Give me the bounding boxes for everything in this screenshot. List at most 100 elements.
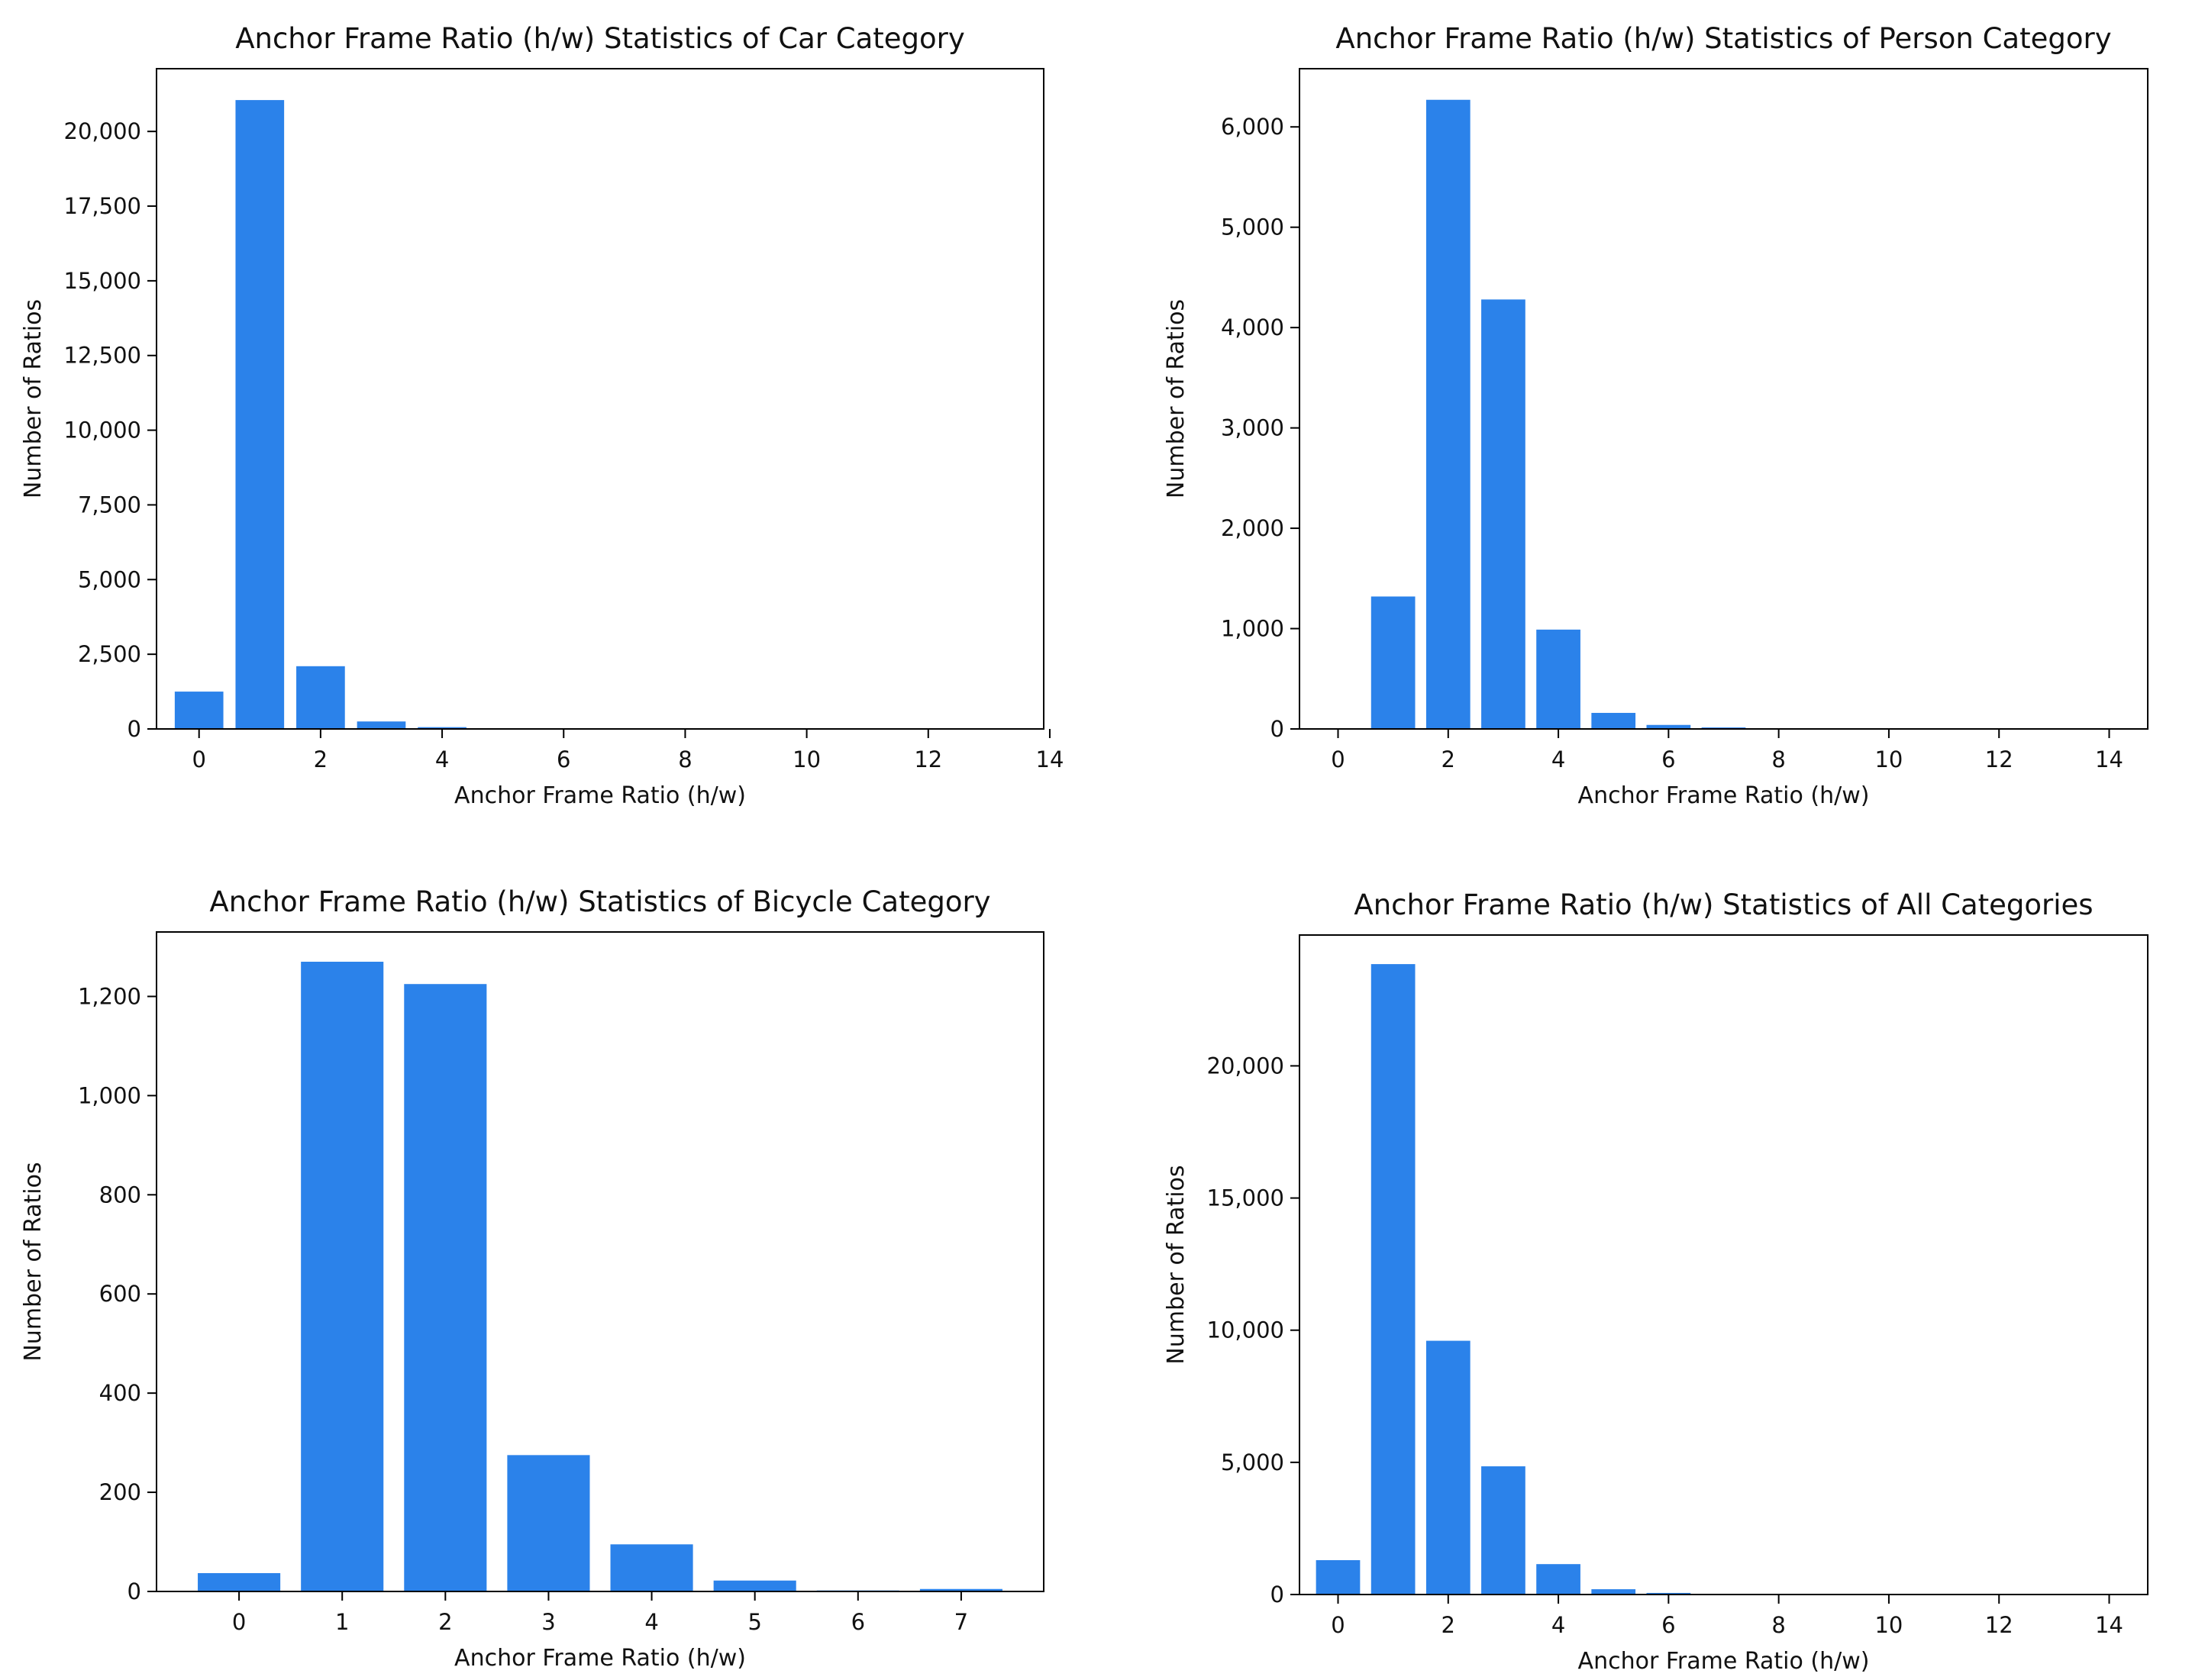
person-x-tick-label: 8: [1771, 746, 1785, 772]
bicycle-bar: [919, 1588, 1002, 1591]
all-x-tick-label: 0: [1331, 1612, 1345, 1638]
bicycle-x-tick-label: 3: [541, 1609, 555, 1635]
bicycle-bar: [507, 1455, 590, 1591]
all-bar: [1536, 1564, 1580, 1595]
bicycle-x-tick-label: 2: [438, 1609, 452, 1635]
all-bar: [1646, 1592, 1691, 1595]
car-bar: [174, 692, 224, 729]
all-y-tick-label: 0: [1270, 1582, 1284, 1607]
bicycle-x-tick-label: 7: [954, 1609, 968, 1635]
all-plot-frame: [1299, 934, 2149, 1595]
car-x-axis-label: Anchor Frame Ratio (h/w): [454, 782, 746, 809]
car-y-tick-label: 5,000: [78, 566, 141, 592]
car-y-tick-label: 15,000: [64, 268, 141, 294]
all-x-tick-label: 14: [2095, 1612, 2123, 1638]
car-x-tick-label: 14: [1036, 746, 1064, 772]
all-bar: [1591, 1589, 1636, 1595]
bicycle-x-tick-label: 5: [747, 1609, 761, 1635]
car-y-tick-label: 7,500: [78, 492, 141, 518]
car-chart-title: Anchor Frame Ratio (h/w) Statistics of C…: [235, 22, 965, 55]
all-y-axis-label: Number of Ratios: [1163, 1165, 1190, 1364]
person-bar: [1425, 99, 1471, 730]
all-y-tick-label: 15,000: [1207, 1185, 1284, 1211]
bicycle-y-axis-label: Number of Ratios: [20, 1162, 47, 1361]
car-bar: [235, 100, 285, 729]
all-x-tick-label: 6: [1661, 1612, 1675, 1638]
bicycle-category-chart: 0 1 2 3 4 5 6 7 0 200 400 600 800 1,000 1,200 Anchor Fr…: [20, 885, 1044, 1672]
all-y-tick-label: 20,000: [1207, 1053, 1284, 1079]
car-x-tick-label: 4: [435, 746, 449, 772]
person-x-tick-label: 10: [1874, 746, 1903, 772]
car-y-tick-label: 2,500: [78, 641, 141, 667]
all-x-tick-label: 4: [1551, 1612, 1565, 1638]
all-x-axis-label: Anchor Frame Ratio (h/w): [1578, 1648, 1870, 1675]
all-x-tick-label: 10: [1874, 1612, 1903, 1638]
all-bar: [1425, 1340, 1471, 1595]
bicycle-x-tick-label: 0: [232, 1609, 246, 1635]
car-bar: [418, 727, 467, 729]
all-x-tick-label: 12: [1985, 1612, 2013, 1638]
bicycle-x-tick-label: 4: [644, 1609, 658, 1635]
bicycle-chart-title: Anchor Frame Ratio (h/w) Statistics of B…: [209, 885, 990, 918]
all-categories-chart: 0 2 4 6 8 10 12 14 0 5,000 10,000 15,000 20,000 Ancho…: [1163, 888, 2149, 1675]
person-y-tick-label: 6,000: [1221, 114, 1284, 140]
car-x-tick-label: 2: [314, 746, 328, 772]
person-chart-title: Anchor Frame Ratio (h/w) Statistics of P…: [1335, 22, 2111, 55]
all-x-tick-label: 2: [1441, 1612, 1455, 1638]
car-plot-frame: [156, 68, 1044, 730]
person-x-tick-label: 2: [1441, 746, 1455, 772]
person-x-tick-label: 14: [2095, 746, 2123, 772]
person-x-axis-label: Anchor Frame Ratio (h/w): [1578, 782, 1870, 809]
person-plot-frame: [1299, 68, 2149, 730]
bicycle-y-tick-label: 1,000: [78, 1082, 141, 1108]
bicycle-y-tick-label: 0: [128, 1578, 141, 1604]
all-bar: [1316, 1559, 1361, 1595]
all-y-tick-label: 10,000: [1207, 1317, 1284, 1343]
bicycle-bar: [404, 984, 487, 1591]
person-category-chart: 0 2 4 6 8 10 12 14 0 1,000 2,000 3,000 4,000 5,000 6,0…: [1163, 22, 2149, 809]
person-bar: [1481, 299, 1525, 730]
person-bar: [1370, 596, 1416, 729]
bicycle-x-tick-label: 6: [851, 1609, 865, 1635]
person-bar: [1591, 712, 1636, 729]
person-y-tick-label: 5,000: [1221, 214, 1284, 240]
car-y-tick-label: 20,000: [64, 118, 141, 144]
all-x-tick-label: 8: [1771, 1612, 1785, 1638]
car-x-tick-label: 6: [557, 746, 570, 772]
all-bar: [1481, 1466, 1525, 1595]
person-y-tick-label: 0: [1270, 716, 1284, 742]
car-y-tick-label: 17,500: [64, 193, 141, 219]
bicycle-bar: [713, 1580, 796, 1591]
car-bar: [296, 666, 345, 729]
car-y-axis-label: Number of Ratios: [20, 299, 47, 498]
bicycle-bar: [198, 1572, 281, 1591]
person-x-tick-label: 0: [1331, 746, 1345, 772]
car-x-tick-label: 10: [793, 746, 821, 772]
car-bar: [357, 721, 406, 729]
person-y-tick-label: 1,000: [1221, 616, 1284, 642]
car-x-tick-label: 0: [192, 746, 205, 772]
person-bar: [1646, 724, 1691, 729]
person-x-tick-label: 4: [1551, 746, 1565, 772]
person-x-tick-label: 6: [1661, 746, 1675, 772]
all-bar: [1370, 964, 1416, 1595]
bicycle-plot-frame: [156, 931, 1044, 1592]
bicycle-bar: [610, 1544, 693, 1591]
bicycle-x-axis-label: Anchor Frame Ratio (h/w): [454, 1645, 746, 1672]
car-x-tick-label: 12: [914, 746, 942, 772]
car-y-tick-label: 0: [128, 716, 141, 742]
person-y-tick-label: 4,000: [1221, 314, 1284, 340]
person-x-tick-label: 12: [1985, 746, 2013, 772]
bicycle-y-tick-label: 600: [99, 1281, 141, 1307]
car-y-tick-label: 12,500: [64, 343, 141, 369]
person-y-tick-label: 3,000: [1221, 415, 1284, 441]
car-y-tick-label: 10,000: [64, 418, 141, 443]
all-y-tick-label: 5,000: [1221, 1449, 1284, 1475]
person-y-axis-label: Number of Ratios: [1163, 299, 1190, 498]
car-x-tick-label: 8: [678, 746, 692, 772]
bicycle-y-tick-label: 400: [99, 1380, 141, 1406]
person-bar: [1536, 629, 1580, 729]
all-chart-title: Anchor Frame Ratio (h/w) Statistics of A…: [1354, 888, 2093, 921]
car-category-chart: 0 2 4 6 8 10 12 14 0 2,500 5,000 7,500 10,000 12,500 1…: [20, 22, 1064, 809]
